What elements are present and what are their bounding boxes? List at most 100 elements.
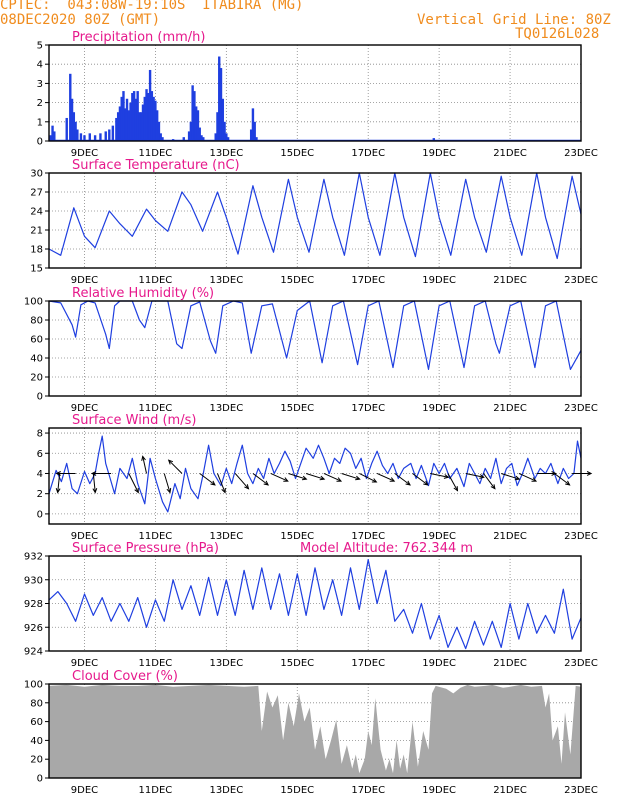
pressure-xtick-label: 21DEC	[493, 658, 527, 669]
precip-bar	[53, 131, 56, 141]
rh-xtick-label: 19DEC	[422, 403, 456, 414]
wind-vector	[288, 472, 307, 480]
precip-bar	[115, 117, 118, 141]
precip-bar	[65, 117, 68, 141]
wind-vector	[252, 473, 269, 486]
header-left-line1: CPTEC: 043:08W-19:10S ITABIRA (MG)	[0, 0, 304, 13]
precip-bar	[108, 129, 111, 141]
temp-xtick-label: 19DEC	[422, 275, 456, 286]
wind-xtick-label: 13DEC	[209, 531, 243, 542]
wind-vector	[217, 473, 226, 493]
wind-vector-head	[371, 478, 378, 483]
wind-vector	[447, 473, 458, 491]
rh-title: Relative Humidity (%)	[72, 286, 214, 301]
rh-ytick-label: 0	[37, 392, 43, 403]
rh-xtick-label: 9DEC	[71, 403, 98, 414]
cloud-area	[49, 684, 581, 778]
cloud-xtick-label: 21DEC	[493, 785, 527, 796]
precip-bar	[221, 98, 224, 141]
wind-vector-head	[514, 475, 521, 481]
pressure-xtick-label: 15DEC	[280, 658, 314, 669]
wind-vector-head	[319, 475, 326, 481]
header-right-line1: Vertical Grid Line: 80Z	[417, 12, 611, 28]
cloud-frame	[48, 683, 582, 779]
temp-ytick-label: 27	[30, 188, 43, 199]
precip-xtick-label: 21DEC	[493, 148, 527, 159]
precip-bar	[120, 96, 123, 141]
wind-vector	[483, 473, 496, 489]
precip-bar	[191, 85, 194, 141]
wind-vector	[554, 473, 570, 486]
precip-bar	[147, 93, 150, 141]
precip-bar	[148, 69, 152, 141]
pressure-ytick-label: 928	[24, 599, 43, 610]
cloud-xtick-label: 19DEC	[422, 785, 456, 796]
wind-series-line	[48, 435, 582, 513]
precip-bar	[141, 104, 145, 141]
wind-title: Surface Wind (m/s)	[72, 413, 196, 428]
wind-vector-head	[479, 474, 485, 479]
precip-bar	[251, 108, 255, 141]
cloud-xtick-label: 15DEC	[280, 785, 314, 796]
precip-bar	[219, 68, 223, 141]
wind-vector-head	[55, 471, 61, 476]
wind-vector-head	[405, 480, 411, 486]
precip-bar	[152, 96, 155, 141]
header-left-line2: 08DEC2020 80Z (GMT)	[0, 12, 161, 28]
wind-vector-head	[134, 487, 139, 494]
rh-xtick-label: 11DEC	[139, 403, 173, 414]
pressure-subtitle: Model Altitude: 762.344 m	[300, 541, 473, 556]
pressure-title: Surface Pressure (hPa)	[72, 541, 219, 556]
precip-bar	[76, 129, 79, 141]
precip-bar	[198, 127, 201, 141]
pressure-xtick-label: 9DEC	[71, 658, 98, 669]
precip-bar	[157, 121, 161, 141]
precip-bar	[249, 129, 253, 141]
wind-vector-head	[283, 477, 289, 482]
wind-ytick-label: 8	[37, 429, 43, 440]
wind-vector	[92, 473, 96, 493]
wind-xtick-label: 19DEC	[422, 531, 456, 542]
wind-xtick-label: 15DEC	[280, 531, 314, 542]
pressure-xtick-label: 23DEC	[564, 658, 598, 669]
wind-xtick-label: 17DEC	[351, 531, 385, 542]
precip-bar	[72, 112, 76, 141]
precip-bar	[182, 137, 185, 141]
precip-title: Precipitation (mm/h)	[72, 30, 205, 45]
temp-ytick-label: 24	[30, 207, 43, 218]
precip-bar	[138, 112, 141, 141]
temp-ytick-label: 15	[30, 264, 43, 275]
temp-title: Surface Temperature (nC)	[72, 158, 240, 173]
precip-bar	[127, 110, 130, 141]
wind-vector-head	[166, 487, 172, 494]
precip-bar	[216, 112, 219, 141]
precip-bar	[143, 96, 146, 141]
wind-vector-head	[531, 477, 538, 482]
precip-bar	[122, 91, 125, 141]
wind-xtick-label: 23DEC	[564, 531, 598, 542]
wind-vector-head	[453, 486, 459, 492]
wind-vector-head	[586, 471, 593, 476]
rh-frame	[48, 300, 582, 397]
rh-xtick-label: 17DEC	[351, 403, 385, 414]
cloud-xtick-label: 11DEC	[139, 785, 173, 796]
precip-bar	[432, 138, 436, 141]
precip-xtick-label: 11DEC	[139, 148, 173, 159]
wind-vector-head	[551, 471, 557, 476]
wind-vector-head	[221, 487, 226, 494]
precip-ytick-label: 0	[37, 137, 43, 148]
wind-vector	[234, 473, 249, 490]
wind-vector-head	[443, 474, 450, 479]
rh-xtick-label: 23DEC	[564, 403, 598, 414]
wind-vector-head	[355, 475, 361, 481]
precip-xtick-label: 19DEC	[422, 148, 456, 159]
wind-vector	[394, 473, 411, 486]
precip-frame	[48, 44, 582, 142]
rh-ytick-label: 60	[30, 335, 43, 346]
temp-xtick-label: 17DEC	[351, 275, 385, 286]
precip-xtick-label: 9DEC	[71, 148, 98, 159]
precip-bar	[226, 137, 230, 141]
cloud-ytick-label: 80	[30, 698, 43, 709]
temp-frame	[48, 172, 582, 269]
pressure-ytick-label: 932	[24, 552, 43, 563]
